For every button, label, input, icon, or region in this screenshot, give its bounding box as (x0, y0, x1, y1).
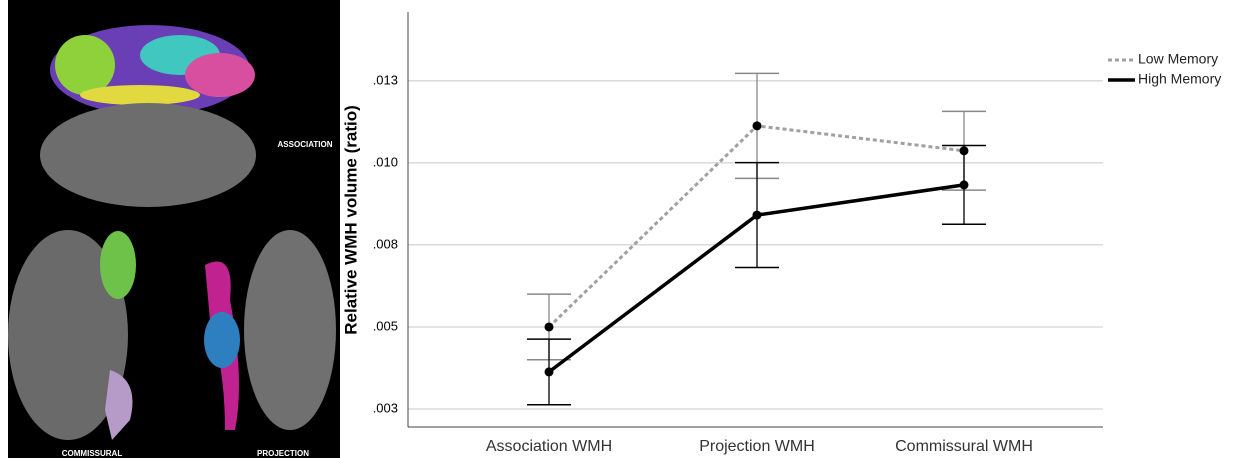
brain-surface (40, 103, 256, 207)
tract-blob (100, 231, 136, 299)
tract-blob (204, 312, 240, 368)
data-point (959, 180, 969, 190)
legend-label: High Memory (1138, 71, 1221, 87)
x-tick-label: Association WMH (486, 438, 612, 455)
tract-blob (185, 53, 255, 97)
y-tick-label: .013 (373, 72, 398, 87)
y-tick-label: .008 (373, 236, 398, 251)
image-label: COMMISSURAL (62, 449, 123, 458)
tract-blob (80, 85, 200, 105)
image-label: ASSOCIATION (278, 140, 333, 149)
brain-surface (8, 230, 128, 440)
data-point (752, 210, 762, 220)
data-point (544, 367, 554, 377)
tract-blob (105, 370, 133, 440)
y-tick-label: .010 (373, 154, 398, 169)
data-point (544, 322, 554, 332)
x-tick-label: Commissural WMH (895, 438, 1033, 455)
x-tick-label: Projection WMH (699, 438, 815, 455)
data-point (752, 121, 762, 131)
y-tick-label: .005 (373, 318, 398, 333)
brain-image: ASSOCIATION COMMISSURAL PROJECTION (8, 0, 340, 458)
y-tick-label: .003 (373, 400, 398, 415)
legend-label: Low Memory (1138, 51, 1218, 67)
y-axis-title: Relative WMH volume (ratio) (341, 105, 360, 335)
tract-blob (55, 35, 115, 95)
brain-surface (244, 230, 336, 430)
image-label: PROJECTION (257, 449, 309, 458)
